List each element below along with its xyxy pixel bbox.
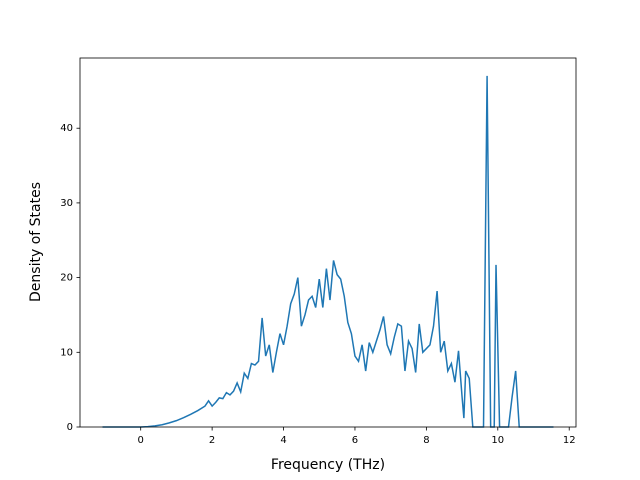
plot-frame <box>79 57 577 428</box>
y-axis-label: Density of States <box>28 182 44 302</box>
x-tick-label: 10 <box>491 435 504 446</box>
y-tick-label: 10 <box>60 347 73 358</box>
x-tick-label: 8 <box>423 435 429 446</box>
x-tick-label: 4 <box>280 435 286 446</box>
x-tick-label: 6 <box>352 435 358 446</box>
y-tick-label: 30 <box>60 198 73 209</box>
y-tick-label: 20 <box>60 273 73 284</box>
x-tick-label: 0 <box>138 435 144 446</box>
line <box>102 75 554 428</box>
x-tick-label: 12 <box>563 435 576 446</box>
y-tick-label: 40 <box>60 123 73 134</box>
x-axis-label: Frequency (THz) <box>271 457 385 473</box>
x-tick-label: 2 <box>209 435 215 446</box>
y-tick-label: 0 <box>67 422 73 433</box>
